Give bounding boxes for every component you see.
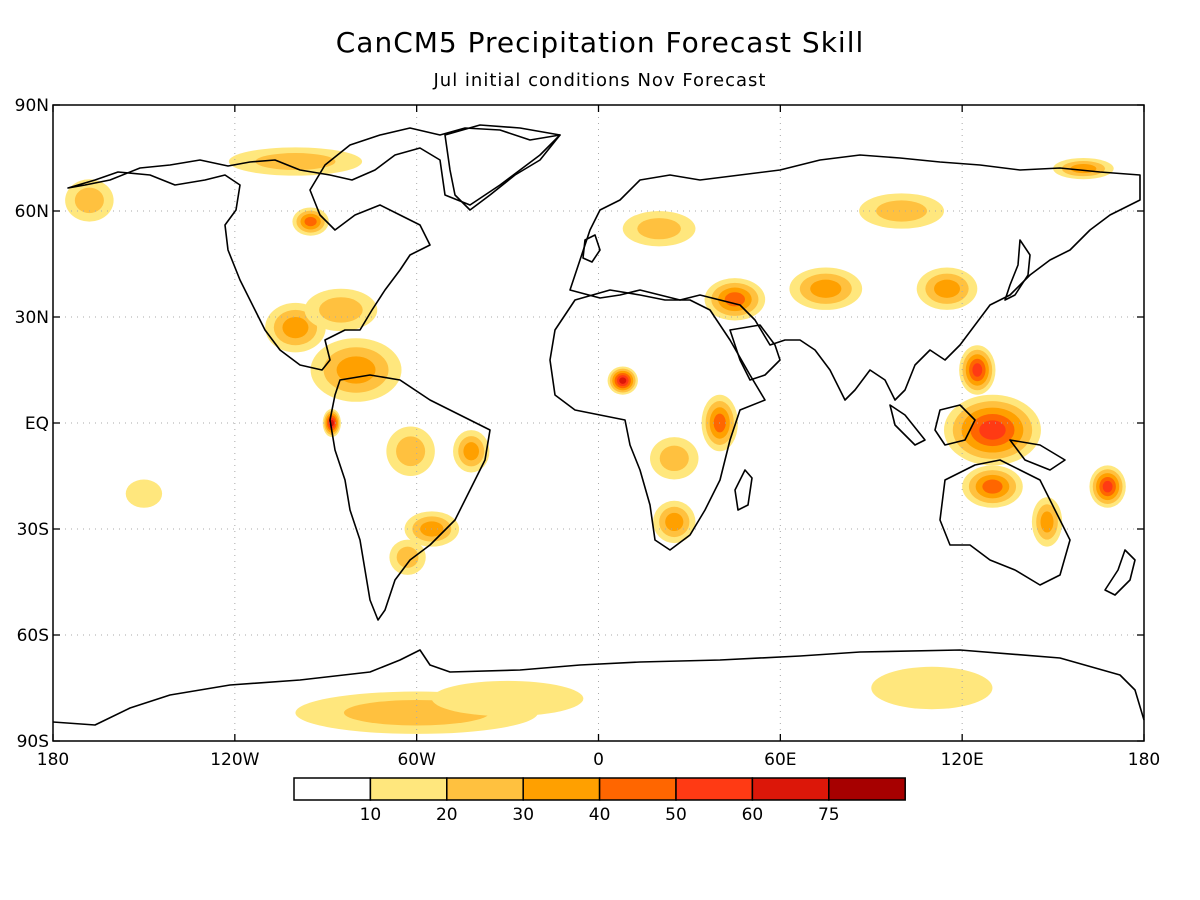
- lon-tick-label: 180: [37, 750, 69, 770]
- colorbar-legend: 10 20 30 40 50 60 75: [293, 777, 906, 825]
- legend-swatch: [369, 777, 448, 801]
- skill-region-central-africa: [659, 445, 689, 472]
- coast-north-america: [67, 127, 561, 371]
- lon-tick-label: 120E: [941, 750, 984, 770]
- coast-arabia: [729, 324, 781, 381]
- coast-antarctica: [52, 649, 1145, 726]
- legend-swatch: [828, 777, 906, 801]
- legend-swatch: [751, 777, 830, 801]
- legend-swatch: [522, 777, 601, 801]
- legend-label: 75: [818, 805, 840, 825]
- skill-region-southern-africa: [665, 512, 684, 532]
- legend-label: 30: [512, 805, 534, 825]
- skill-region-east-australia: [1040, 511, 1054, 533]
- skill-field: [65, 147, 1126, 734]
- coast-new-guinea: [1009, 439, 1066, 471]
- coast-eurasia: [569, 154, 1141, 401]
- skill-region-caribbean-central-america: [336, 356, 376, 384]
- coast-madagascar: [734, 469, 753, 511]
- skill-region-sahel: [619, 377, 627, 384]
- coastlines: [52, 124, 1145, 726]
- coast-borneo: [934, 404, 976, 446]
- lon-tick-label: 120W: [210, 750, 259, 770]
- coast-south-america: [329, 374, 491, 621]
- skill-region-central-asia: [810, 279, 842, 298]
- chart-title: CanCM5 Precipitation Forecast Skill: [335, 26, 865, 59]
- lon-tick-label: 180: [1128, 750, 1160, 770]
- lat-tick-label: 60S: [17, 626, 49, 646]
- lon-tick-label: 60W: [397, 750, 436, 770]
- graticule: [53, 105, 1144, 741]
- legend-label: 50: [665, 805, 687, 825]
- lat-tick-label: 30N: [15, 308, 49, 328]
- coast-japan: [1004, 239, 1031, 301]
- skill-region-mexico: [282, 317, 309, 339]
- legend-swatch: [675, 777, 754, 801]
- skill-region-east-asia: [934, 279, 961, 298]
- skill-region-antarctic-east: [871, 666, 993, 710]
- lat-tick-label: 90N: [15, 96, 49, 116]
- coast-new-zealand: [1104, 549, 1136, 596]
- skill-region-coral-sea: [1102, 480, 1113, 493]
- coast-sumatra: [889, 404, 926, 446]
- skill-region-southern-ocean-pacific: [125, 479, 163, 508]
- skill-region-argentina: [396, 546, 419, 568]
- skill-region-siberia: [876, 200, 928, 222]
- legend-label: 20: [436, 805, 458, 825]
- skill-region-north-australia: [982, 479, 1003, 494]
- skill-region-northeast-brazil: [463, 442, 480, 461]
- skill-region-alaska-west: [74, 187, 104, 214]
- coast-uk: [582, 234, 601, 263]
- lat-tick-label: 60N: [15, 202, 49, 222]
- skill-region-antarctic-weddell: [431, 680, 584, 717]
- lat-tick-label: 90S: [17, 732, 49, 752]
- skill-region-canadian-arctic: [255, 153, 336, 171]
- skill-region-europe: [637, 218, 681, 240]
- lat-tick-label: EQ: [25, 414, 49, 434]
- coast-africa: [549, 289, 766, 551]
- legend-swatch: [446, 777, 524, 801]
- lon-tick-label: 60E: [764, 750, 796, 770]
- chart-subtitle: Jul initial conditions Nov Forecast: [433, 70, 767, 91]
- skill-region-philippines: [972, 363, 983, 377]
- skill-region-amazon: [396, 436, 426, 467]
- legend-label: 10: [360, 805, 382, 825]
- skill-region-hudson-bay-east: [304, 216, 317, 227]
- legend-swatch: [293, 777, 372, 801]
- coast-greenland: [444, 124, 561, 211]
- lon-tick-label: 0: [593, 750, 604, 770]
- legend-swatch: [598, 777, 677, 801]
- coast-australia: [939, 459, 1071, 586]
- skill-region-southeast-us: [319, 297, 363, 323]
- lat-tick-label: 30S: [17, 520, 49, 540]
- skill-region-maritime-continent: [979, 420, 1006, 440]
- legend-label: 40: [589, 805, 611, 825]
- legend-label: 60: [742, 805, 764, 825]
